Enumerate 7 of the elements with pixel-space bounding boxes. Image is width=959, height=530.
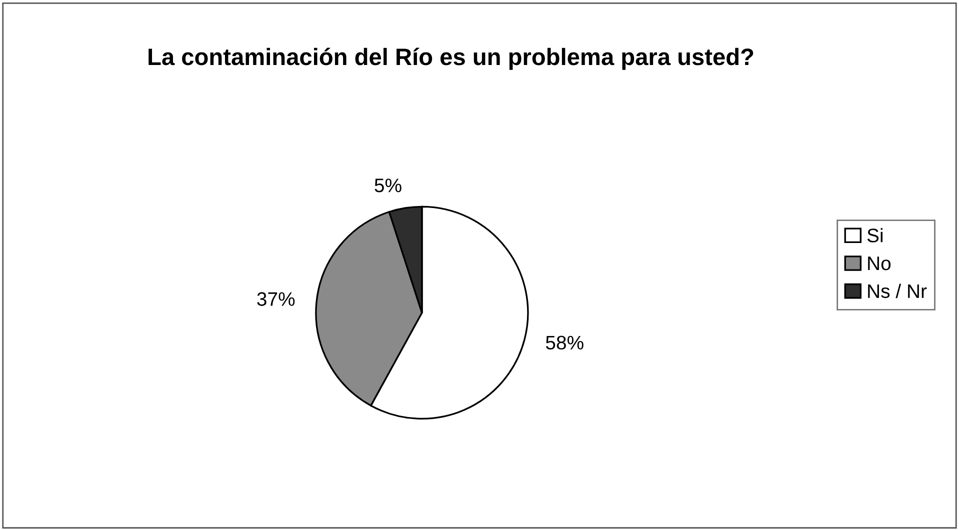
legend-label: No [868,256,891,270]
chart-title: La contaminación del Río es un problema para usted? [148,48,754,70]
legend-label: Si [867,228,882,242]
data-label: 37% [257,292,295,306]
data-label: 58% [546,336,584,350]
legend-label: Ns / Nr [868,284,927,298]
data-label: 5% [374,178,402,192]
